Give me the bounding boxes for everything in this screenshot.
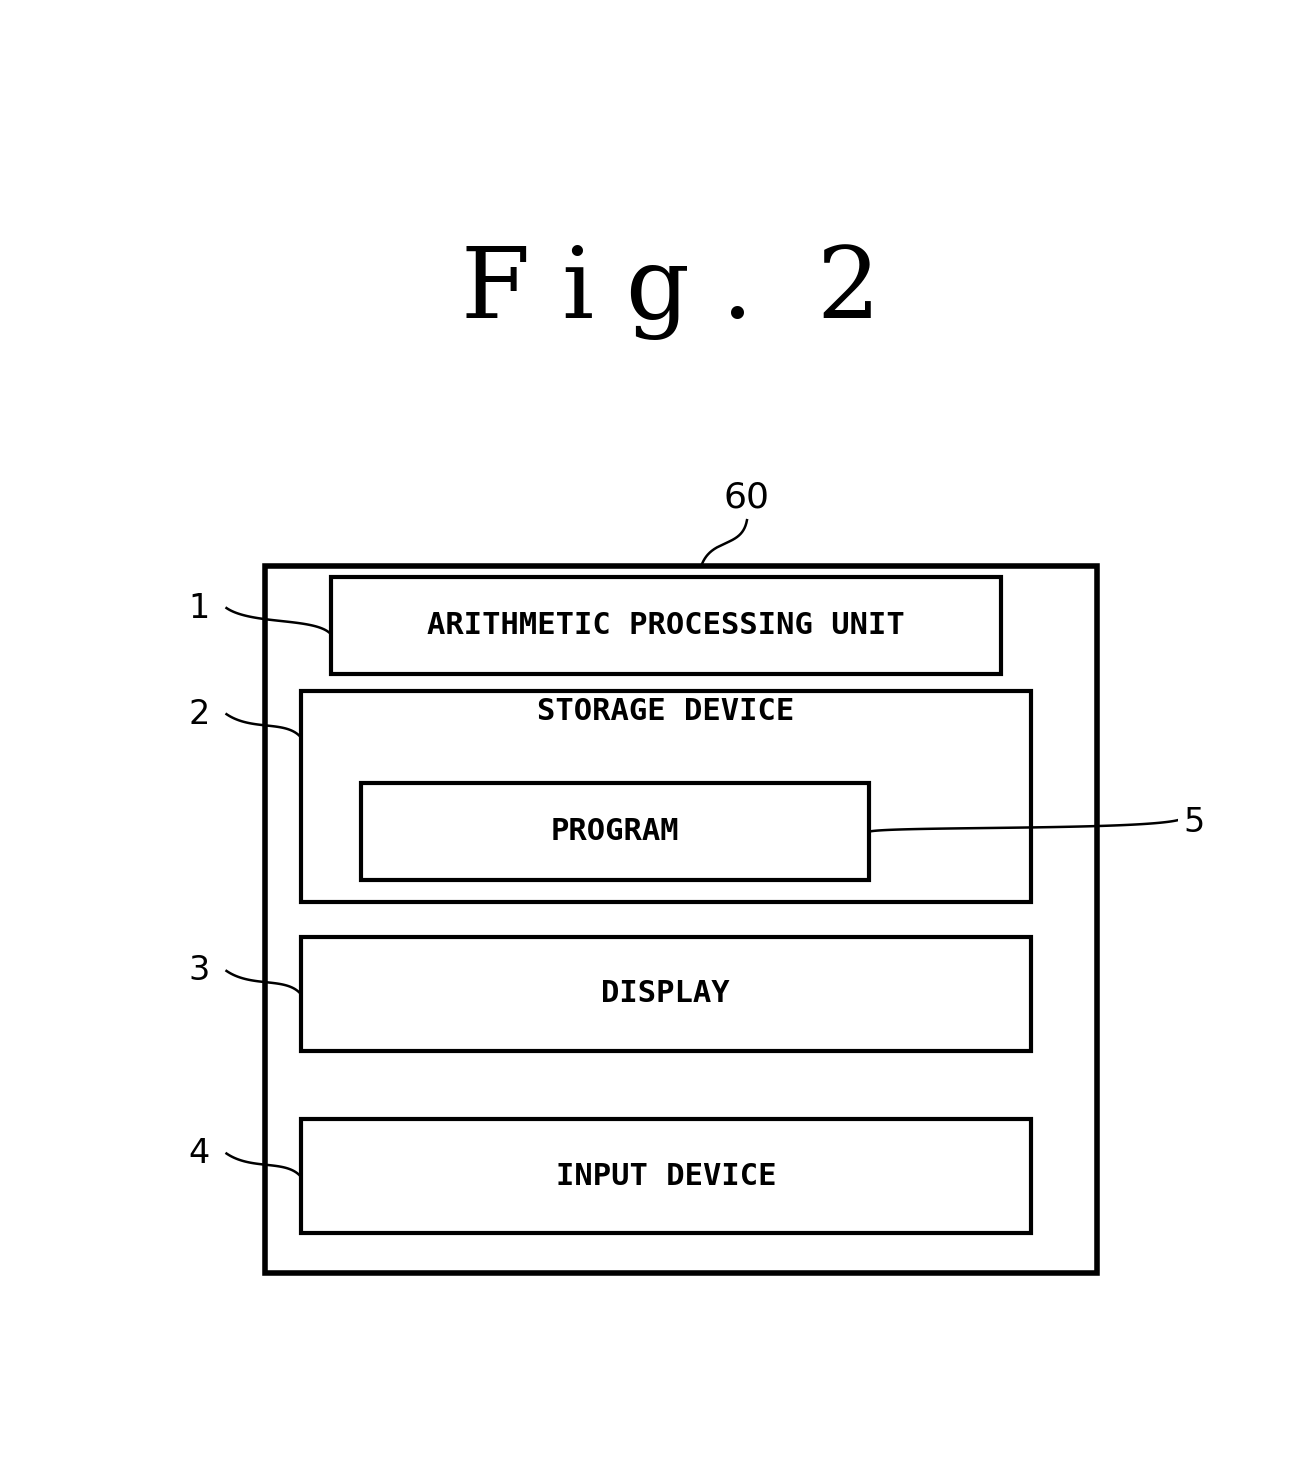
Bar (264, 566, 1097, 1273)
Bar (331, 578, 1000, 674)
Text: 60: 60 (724, 480, 770, 514)
Bar (301, 937, 1031, 1051)
Bar (301, 691, 1031, 903)
Bar (301, 1119, 1031, 1233)
Text: 5: 5 (1183, 806, 1204, 839)
Text: 1: 1 (188, 591, 209, 624)
Text: STORAGE DEVICE: STORAGE DEVICE (537, 697, 795, 726)
Text: INPUT DEVICE: INPUT DEVICE (555, 1162, 776, 1192)
Text: 2: 2 (188, 698, 209, 731)
Text: DISPLAY: DISPLAY (601, 980, 730, 1008)
Bar (361, 782, 869, 880)
Text: 3: 3 (188, 954, 209, 987)
Text: PROGRAM: PROGRAM (551, 817, 679, 846)
Text: ARITHMETIC PROCESSING UNIT: ARITHMETIC PROCESSING UNIT (427, 611, 905, 640)
Text: F i g .  2: F i g . 2 (461, 245, 881, 339)
Text: 4: 4 (188, 1137, 209, 1169)
